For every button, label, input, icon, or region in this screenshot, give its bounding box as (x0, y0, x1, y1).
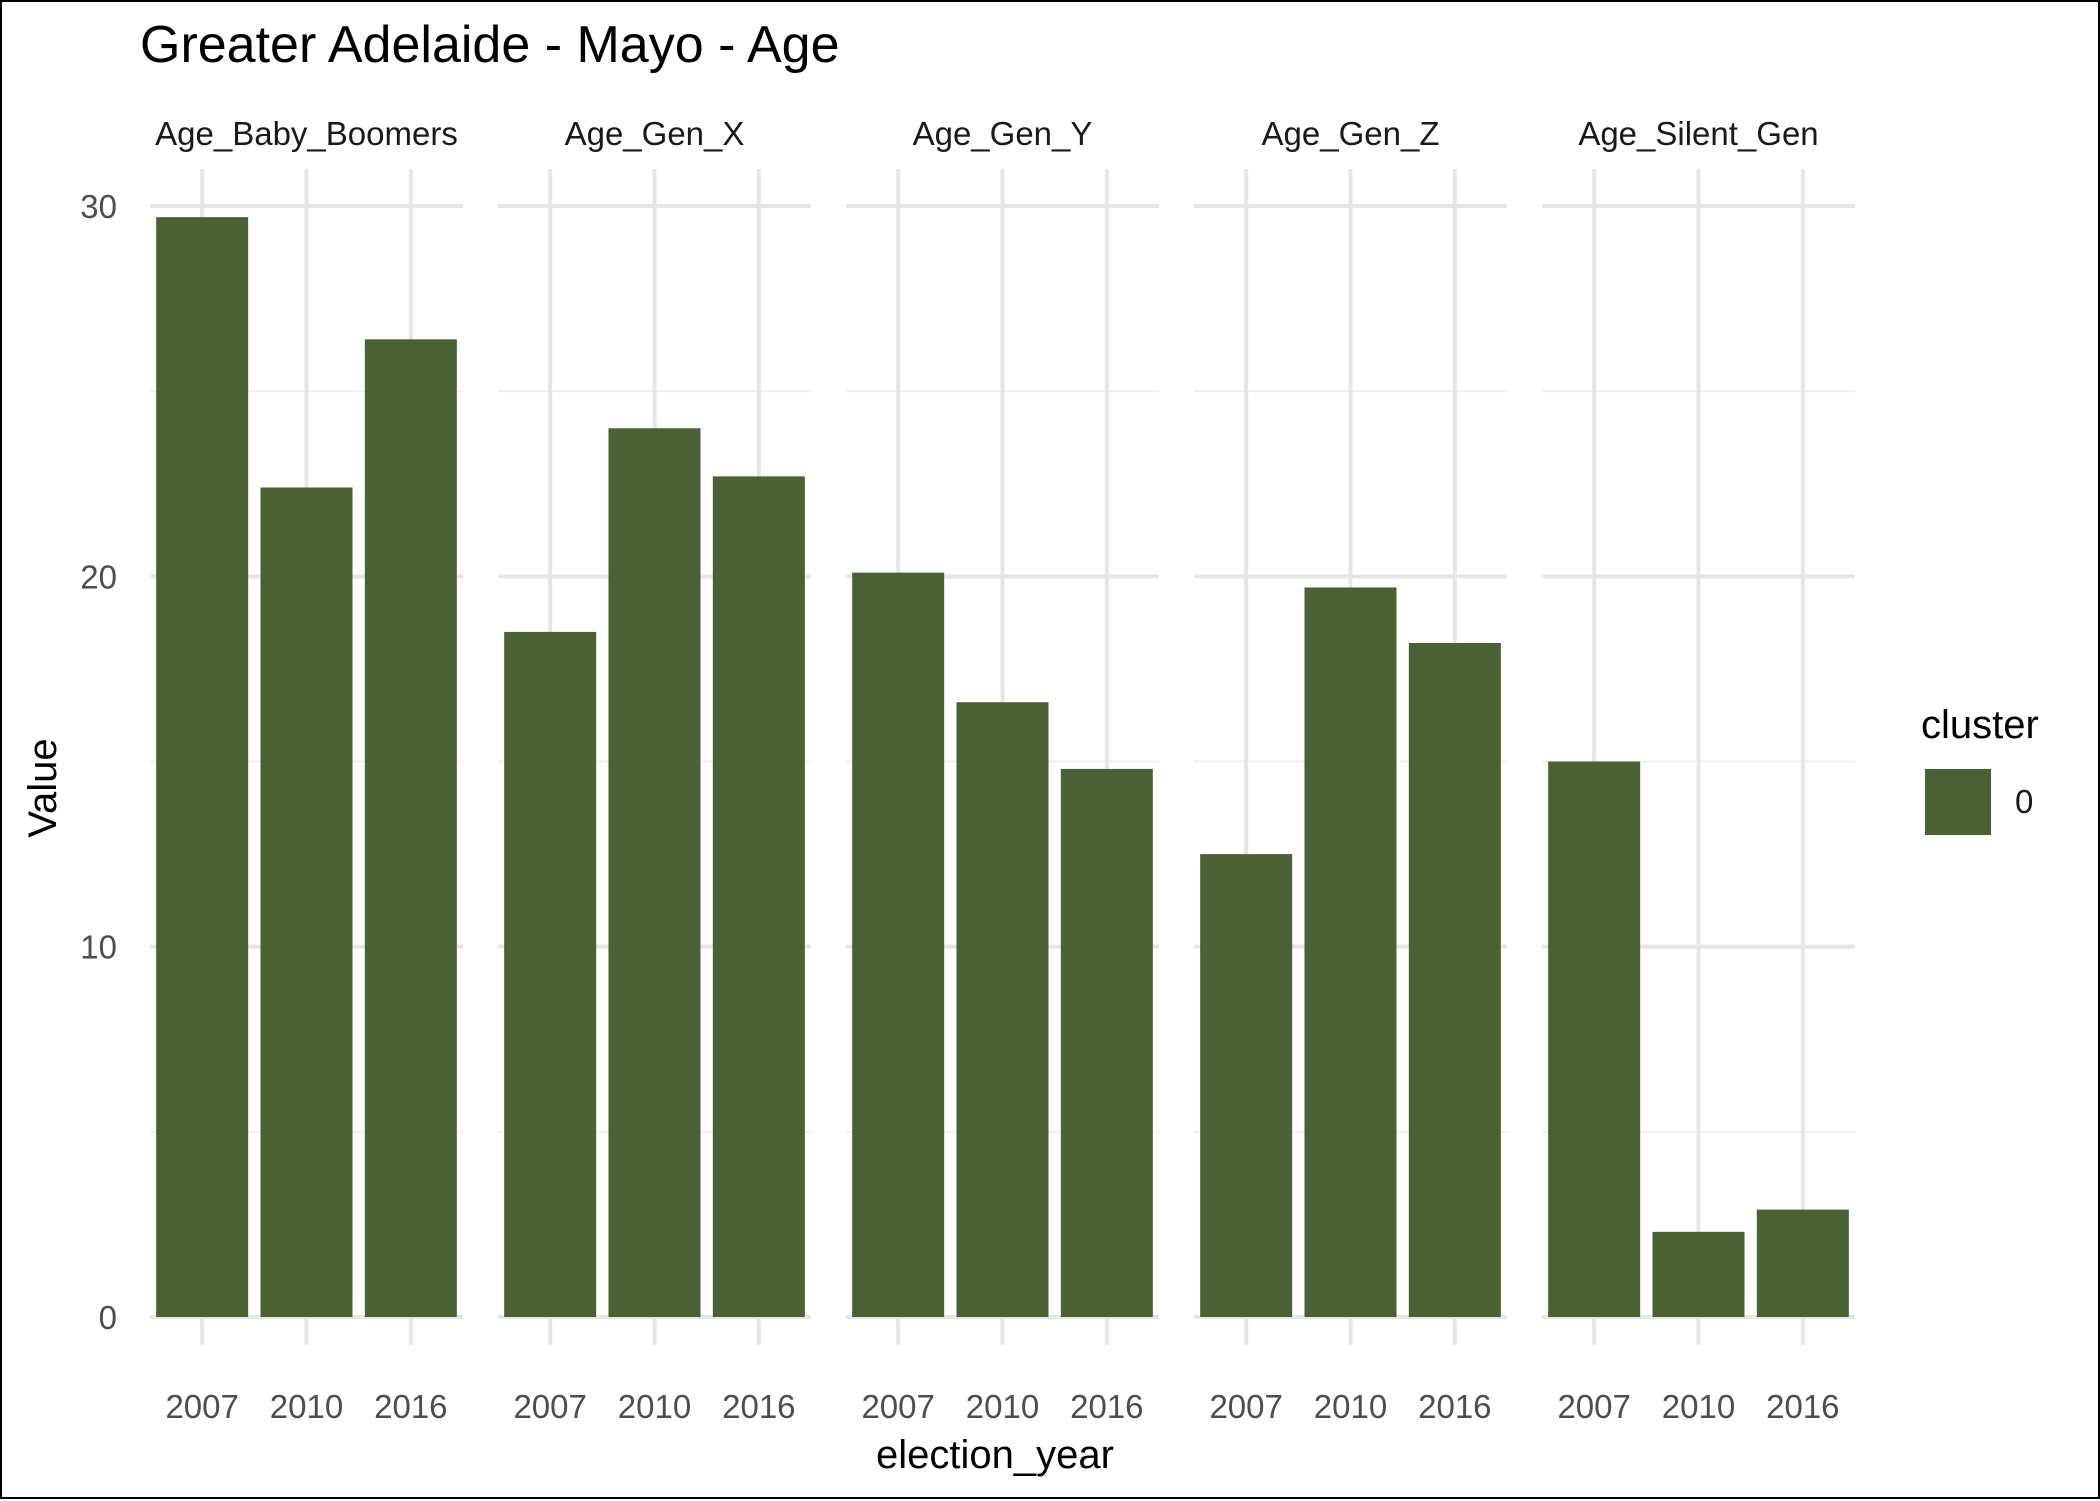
x-axis-ticks: 2007 2010 2016 2007 2010 2016 2007 2010 2016 2007… (165, 1388, 1839, 1425)
legend: cluster 0 (1921, 703, 2039, 835)
x-tick-label: 2007 (1557, 1388, 1630, 1425)
y-axis-ticks: 0 10 20 30 (80, 188, 117, 1336)
x-axis-title: election_year (876, 1433, 1114, 1477)
x-tick-label: 2016 (1766, 1388, 1839, 1425)
x-tick-label: 2010 (966, 1388, 1039, 1425)
legend-key-0 (1925, 769, 1991, 835)
y-tick-label: 10 (80, 929, 117, 966)
x-tick-label: 2016 (1418, 1388, 1491, 1425)
x-tick-label: 2007 (165, 1388, 238, 1425)
bar-Age_Silent_Gen-2010 (1652, 1231, 1745, 1317)
facet-strips: Age_Baby_Boomers Age_Gen_X Age_Gen_Y Age_Ge… (155, 115, 1819, 152)
bar-Age_Gen_X-2016 (712, 476, 805, 1317)
bar-Age_Gen_Z-2007 (1200, 854, 1293, 1317)
facet-label-Age_Baby_Boomers: Age_Baby_Boomers (155, 115, 458, 152)
bar-Age_Baby_Boomers-2007 (156, 217, 249, 1317)
bar-Age_Baby_Boomers-2010 (260, 487, 353, 1317)
bar-Age_Baby_Boomers-2016 (364, 339, 457, 1317)
facet-label-Age_Silent_Gen: Age_Silent_Gen (1578, 115, 1818, 152)
y-axis-title: Value (21, 738, 65, 837)
x-tick-label: 2007 (861, 1388, 934, 1425)
x-tick-label: 2007 (513, 1388, 586, 1425)
facet-label-Age_Gen_Y: Age_Gen_Y (913, 115, 1093, 152)
y-tick-label: 30 (80, 188, 117, 225)
bar-Age_Silent_Gen-2007 (1548, 761, 1641, 1317)
bar-Age_Silent_Gen-2016 (1756, 1209, 1849, 1317)
facet-label-Age_Gen_X: Age_Gen_X (565, 115, 745, 152)
bar-Age_Gen_X-2010 (608, 428, 701, 1317)
x-tick-label: 2010 (618, 1388, 691, 1425)
x-tick-label: 2016 (1070, 1388, 1143, 1425)
bar-Age_Gen_Y-2016 (1060, 768, 1153, 1317)
legend-title: cluster (1921, 703, 2039, 747)
bar-Age_Gen_Z-2016 (1408, 643, 1501, 1317)
facet-label-Age_Gen_Z: Age_Gen_Z (1262, 115, 1440, 152)
x-tick-label: 2010 (270, 1388, 343, 1425)
x-tick-label: 2016 (374, 1388, 447, 1425)
x-tick-label: 2010 (1662, 1388, 1735, 1425)
bar-Age_Gen_Y-2010 (956, 702, 1049, 1317)
bar-Age_Gen_X-2007 (504, 631, 597, 1317)
chart-title: Greater Adelaide - Mayo - Age (140, 16, 840, 74)
legend-label-0: 0 (2015, 783, 2033, 820)
y-tick-label: 0 (99, 1299, 117, 1336)
x-tick-label: 2007 (1209, 1388, 1282, 1425)
x-tick-label: 2016 (722, 1388, 795, 1425)
bar-Age_Gen_Y-2007 (852, 572, 945, 1317)
x-tick-label: 2010 (1314, 1388, 1387, 1425)
bars (156, 217, 1849, 1317)
y-tick-label: 20 (80, 558, 117, 595)
bar-Age_Gen_Z-2010 (1304, 587, 1397, 1317)
